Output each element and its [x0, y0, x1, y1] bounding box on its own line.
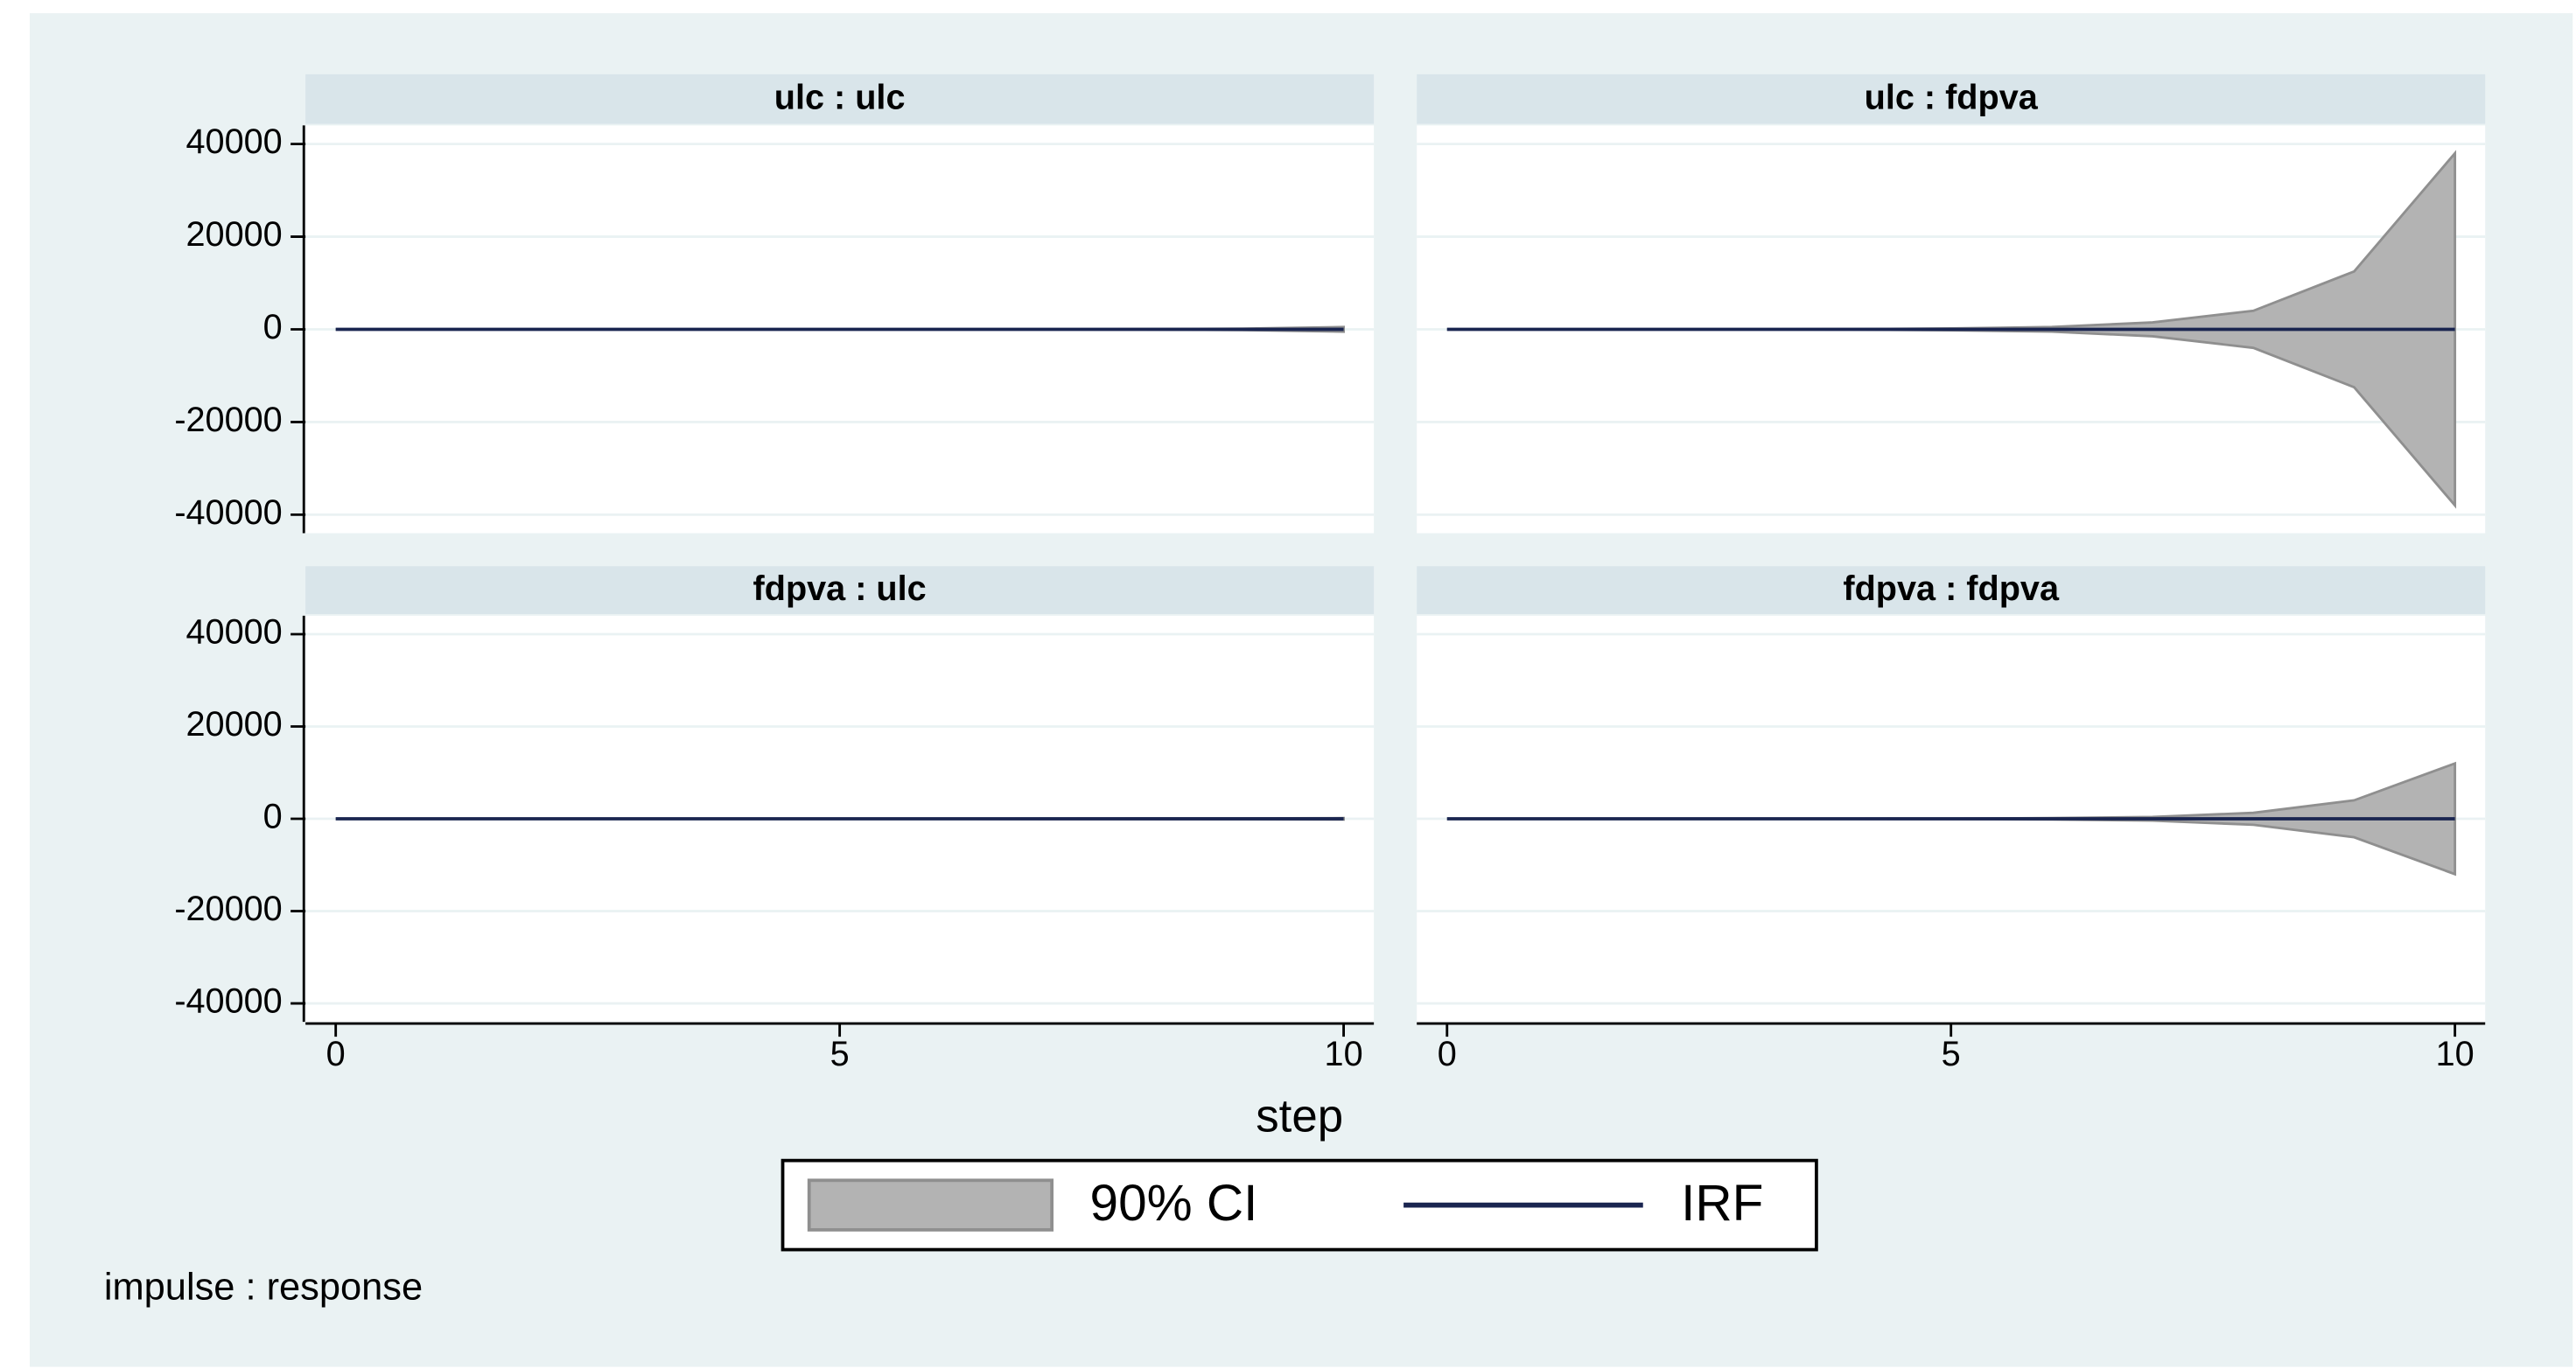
- panel-strip: [305, 73, 1375, 124]
- x-tick-label: 0: [1438, 1035, 1457, 1073]
- x-tick-label: 10: [2436, 1035, 2474, 1073]
- y-tick-label: -20000: [174, 890, 282, 928]
- x-tick-label: 0: [326, 1035, 346, 1073]
- y-tick-label: 40000: [186, 612, 283, 651]
- y-tick-label: -40000: [174, 493, 282, 532]
- legend-label: IRF: [1681, 1175, 1763, 1232]
- y-tick-label: 0: [263, 308, 283, 346]
- y-tick-label: 20000: [186, 705, 283, 744]
- panel-title: fdpva : ulc: [753, 569, 927, 608]
- y-tick-label: 0: [263, 797, 283, 835]
- y-tick-label: 20000: [186, 215, 283, 254]
- panel-strip: [305, 566, 1375, 615]
- panel-title: ulc : fdpva: [1865, 79, 2039, 117]
- y-tick-label: 40000: [186, 122, 283, 161]
- x-tick-label: 5: [830, 1035, 850, 1073]
- legend-swatch-ci: [807, 1178, 1054, 1232]
- y-tick-label: -40000: [174, 982, 282, 1021]
- panel-title: fdpva : fdpva: [1843, 569, 2060, 608]
- note: impulse : response: [104, 1266, 423, 1308]
- y-tick-label: -20000: [174, 401, 282, 439]
- panel-title: ulc : ulc: [774, 79, 906, 117]
- x-axis-label: step: [1256, 1090, 1343, 1142]
- legend-label: 90% CI: [1090, 1175, 1258, 1232]
- panel-strip: [1417, 73, 2486, 124]
- panel-strip: [1417, 566, 2486, 615]
- x-tick-label: 5: [1942, 1035, 1961, 1073]
- x-tick-label: 10: [1325, 1035, 1363, 1073]
